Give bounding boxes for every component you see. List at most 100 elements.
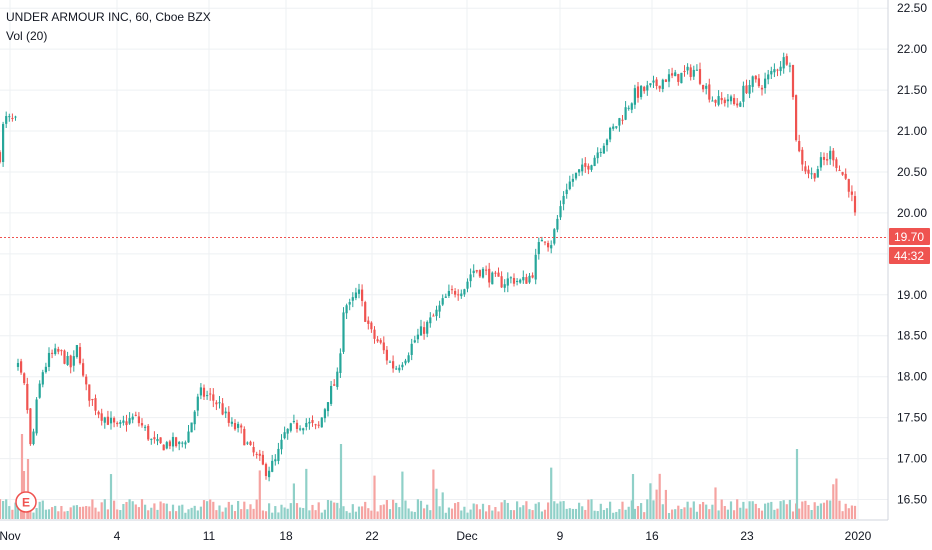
candle-body bbox=[525, 277, 528, 284]
volume-bar bbox=[605, 508, 609, 519]
candle-body bbox=[429, 317, 432, 324]
candle-body bbox=[94, 398, 97, 411]
volume-bar bbox=[742, 501, 745, 519]
volume-bar bbox=[519, 507, 522, 519]
chart-title[interactable]: UNDER ARMOUR INC, 60, Cboe BZX bbox=[6, 10, 211, 24]
volume-bar bbox=[578, 502, 581, 519]
volume-bar bbox=[423, 508, 426, 519]
volume-bar bbox=[795, 449, 799, 519]
volume-bar bbox=[175, 511, 178, 519]
volume-bar bbox=[91, 499, 94, 519]
candle-body bbox=[54, 348, 57, 355]
candle-body bbox=[63, 350, 66, 364]
candle-body bbox=[587, 165, 590, 170]
candle-body bbox=[698, 69, 702, 84]
candle-body bbox=[233, 422, 237, 430]
price-tick-label: 16.50 bbox=[897, 493, 927, 507]
candle-body bbox=[246, 442, 249, 444]
candle-body bbox=[51, 352, 54, 354]
candle-body bbox=[838, 169, 841, 171]
volume-bar bbox=[522, 505, 525, 519]
candle-body bbox=[0, 152, 2, 163]
volume-bar bbox=[354, 511, 357, 519]
volume-bar bbox=[729, 501, 733, 519]
candle-body bbox=[348, 302, 351, 305]
candle-body bbox=[795, 95, 798, 141]
volume-bar bbox=[822, 502, 826, 519]
candle-body bbox=[125, 421, 128, 426]
volume-bar bbox=[333, 502, 336, 519]
volume-bar bbox=[472, 503, 475, 519]
candle-body bbox=[69, 355, 72, 368]
volume-bar bbox=[757, 508, 760, 519]
candle-body bbox=[113, 418, 116, 423]
candle-body bbox=[131, 416, 134, 420]
volume-bar bbox=[466, 512, 469, 519]
volume-bar bbox=[531, 510, 534, 519]
candle-body bbox=[776, 69, 779, 71]
candle-body bbox=[832, 150, 835, 161]
candle-body bbox=[410, 343, 413, 355]
earnings-marker[interactable]: E bbox=[15, 491, 37, 513]
candle-body bbox=[85, 376, 88, 385]
candle-body bbox=[528, 275, 531, 283]
volume-bar bbox=[733, 510, 736, 519]
candle-body bbox=[342, 312, 345, 352]
candle-body bbox=[463, 289, 466, 295]
candle-body bbox=[367, 320, 370, 324]
candle-body bbox=[289, 423, 292, 431]
volume-bar bbox=[494, 507, 497, 519]
candle-body bbox=[764, 78, 767, 89]
candle-body bbox=[581, 164, 584, 172]
candle-body bbox=[804, 166, 807, 172]
price-axis[interactable]: 16.5017.0017.5018.0018.5019.0019.5020.00… bbox=[897, 1, 927, 506]
candle-body bbox=[171, 436, 175, 447]
volume-bar bbox=[292, 483, 295, 519]
volume-bar bbox=[512, 510, 516, 519]
volume-bar bbox=[708, 509, 711, 519]
candle-body bbox=[240, 425, 243, 428]
volume-bar bbox=[481, 503, 485, 519]
candle-body bbox=[29, 408, 32, 445]
candle-body bbox=[745, 85, 748, 94]
volume-bar bbox=[326, 500, 330, 519]
volume-bar bbox=[773, 509, 776, 519]
volume-bar bbox=[14, 502, 17, 519]
candle-body bbox=[258, 453, 261, 456]
volume-bar bbox=[5, 499, 8, 519]
candle-body bbox=[44, 366, 47, 373]
price-tick-label: 20.50 bbox=[897, 165, 927, 179]
candle-body bbox=[109, 417, 113, 424]
volume-legend[interactable]: Vol (20) bbox=[6, 29, 48, 43]
volume-bar bbox=[547, 502, 550, 519]
volume-bar bbox=[218, 505, 221, 519]
volume-bar bbox=[543, 509, 547, 519]
volume-bar bbox=[565, 508, 568, 519]
candle-body bbox=[165, 442, 168, 449]
volume-bar bbox=[109, 474, 113, 519]
price-tick-label: 18.00 bbox=[897, 370, 927, 384]
volume-bar bbox=[289, 503, 292, 519]
volume-bar bbox=[407, 508, 410, 519]
candle-body bbox=[667, 74, 671, 82]
time-axis[interactable]: Nov 4 11 18 22 Dec 9 16 23 2020 bbox=[0, 529, 872, 543]
candle-body bbox=[41, 372, 44, 385]
candle-body bbox=[150, 438, 153, 440]
candle-body bbox=[354, 292, 357, 299]
volume-bar bbox=[0, 499, 2, 519]
candle-body bbox=[147, 425, 150, 440]
volume-bar bbox=[633, 508, 636, 519]
volume-bar bbox=[255, 499, 258, 519]
volume-bar bbox=[75, 505, 78, 519]
volume-bar bbox=[339, 444, 343, 519]
candle-body bbox=[807, 169, 810, 174]
volume-bar bbox=[723, 506, 726, 519]
candle-body bbox=[826, 159, 829, 161]
candle-body bbox=[47, 352, 51, 367]
volume-bar bbox=[416, 499, 419, 519]
volume-bar bbox=[240, 509, 243, 519]
volume-bar bbox=[609, 501, 612, 519]
candle-body bbox=[550, 245, 553, 249]
